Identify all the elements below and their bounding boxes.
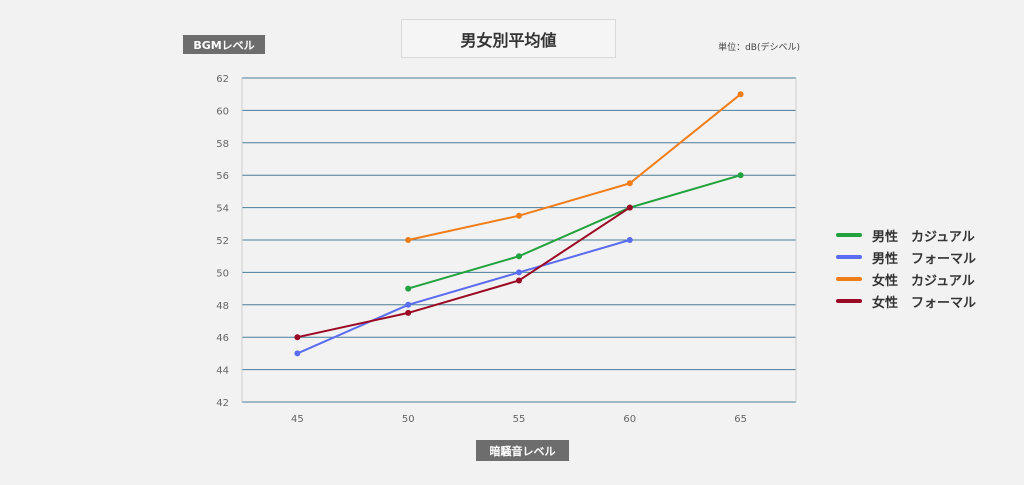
y-tick-label-7: 56 [216, 171, 229, 182]
y-tick-label-2: 46 [216, 333, 229, 344]
series-3-point-0 [294, 334, 301, 341]
y-tick-label-3: 48 [216, 301, 229, 312]
series-3-point-1 [405, 309, 412, 316]
unit-note: 単位：dB(デシベル) [718, 43, 800, 53]
x-tick-label-2: 55 [513, 414, 526, 425]
y-tick-label-5: 52 [216, 236, 229, 247]
legend-label-3: 女性 フォーマル [872, 295, 977, 311]
legend-label-0: 男性 カジュアル [872, 229, 975, 245]
series-3-point-3 [626, 204, 633, 211]
series-2-point-1 [516, 212, 522, 219]
legend-label-2: 女性 カジュアル [872, 273, 975, 289]
legend-item-0: 男性 カジュアル [836, 224, 1011, 246]
series-0-point-0 [405, 285, 412, 292]
y-tick-label-10: 62 [216, 74, 229, 85]
legend-swatch-1 [836, 255, 862, 259]
series-3-point-2 [516, 277, 522, 284]
series-line-3 [297, 206, 631, 339]
legend-swatch-3 [836, 299, 862, 303]
series-1-point-0 [294, 350, 301, 357]
series-line-1 [296, 239, 631, 355]
legend: 男性 カジュアル 男性 フォーマル 女性 カジュアル 女性 フォーマル [836, 224, 1011, 312]
legend-item-1: 男性 フォーマル [836, 246, 1011, 268]
series-2-point-3 [737, 91, 744, 98]
y-tick-label-6: 54 [216, 204, 229, 215]
legend-swatch-0 [836, 233, 862, 237]
series-line-0 [407, 174, 741, 290]
series-0-point-1 [516, 253, 522, 260]
x-axis-label: 暗騒音レベル [476, 440, 569, 461]
legend-item-2: 女性 カジュアル [836, 268, 1011, 290]
legend-item-3: 女性 フォーマル [836, 290, 1011, 312]
y-tick-label-8: 58 [216, 139, 229, 150]
y-tick-label-9: 60 [216, 106, 229, 117]
y-tick-label-1: 44 [216, 366, 229, 377]
series-1-point-2 [516, 269, 522, 276]
series-0-point-3 [737, 172, 744, 179]
legend-swatch-2 [836, 277, 862, 281]
series-2-point-0 [405, 237, 412, 243]
chart-title: 男女別平均値 [401, 19, 616, 58]
x-tick-label-1: 50 [402, 414, 415, 425]
x-tick-label-3: 60 [623, 414, 636, 425]
y-tick-label-4: 50 [216, 268, 229, 279]
series-2-point-2 [626, 180, 633, 187]
series-1-point-3 [626, 237, 633, 243]
series-line-2 [407, 93, 742, 241]
x-tick-label-4: 65 [734, 414, 747, 425]
x-tick-label-0: 45 [291, 414, 304, 425]
legend-label-1: 男性 フォーマル [872, 251, 977, 267]
y-tick-label-0: 42 [216, 398, 229, 409]
y-axis-label: BGMレベル [183, 35, 265, 54]
series-1-point-1 [405, 301, 412, 308]
